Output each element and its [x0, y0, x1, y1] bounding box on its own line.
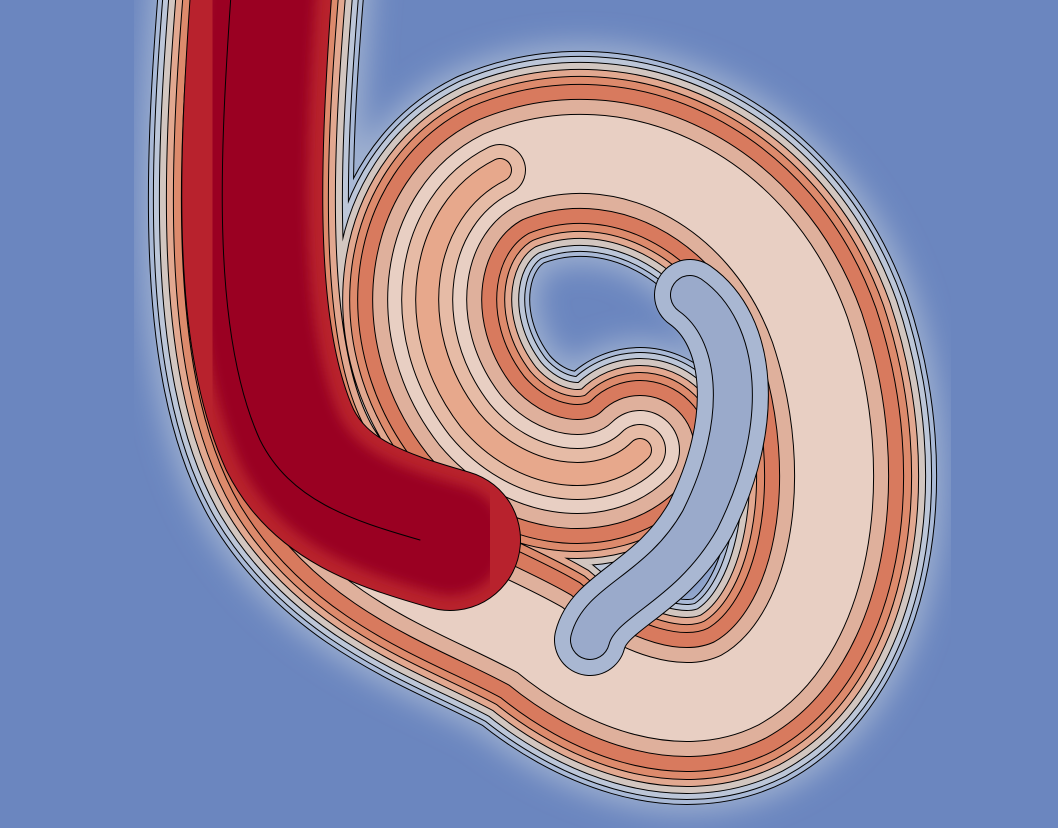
field-render — [140, 0, 945, 812]
page — [140, 0, 945, 812]
